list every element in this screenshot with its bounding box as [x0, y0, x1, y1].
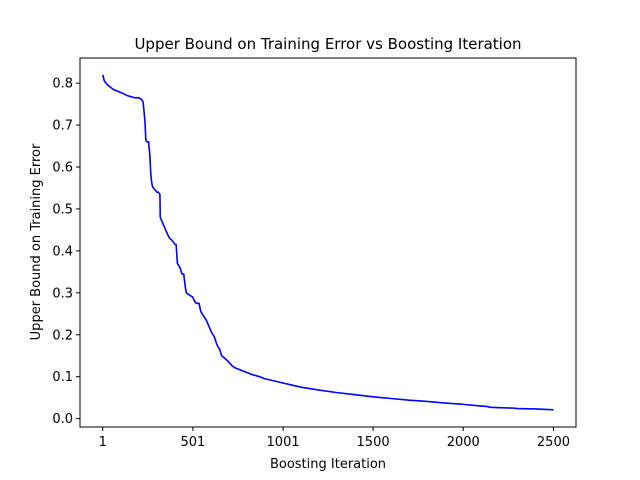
y-tick-label: 0.6	[52, 161, 73, 176]
y-tick-label: 0.8	[52, 77, 73, 92]
x-tick-label: 1001	[267, 435, 300, 450]
y-tick-label: 0.5	[52, 202, 73, 217]
ticks-layer: 1 501 1001 1500 2000 2500 0.0 0.1 0.2 0.3 0.4 0.5 0.…	[52, 77, 570, 450]
y-tick-label: 0.1	[52, 370, 73, 385]
y-tick-label: 0.3	[52, 286, 73, 301]
x-tick-label: 1500	[357, 435, 390, 450]
y-tick-label: 0.0	[52, 412, 73, 427]
plot-frame	[79, 57, 577, 428]
y-tick-label: 0.2	[52, 328, 73, 343]
y-axis-label: Upper Bound on Training Error	[29, 143, 44, 340]
y-tick-label: 0.7	[52, 119, 73, 134]
y-tick-label: 0.4	[52, 244, 73, 259]
x-tick-label: 2500	[537, 435, 570, 450]
x-tick-label: 2000	[447, 435, 480, 450]
series-line	[101, 74, 554, 411]
chart-title: Upper Bound on Training Error vs Boostin…	[134, 35, 521, 53]
x-tick-label: 1	[99, 435, 107, 450]
x-tick-label: 501	[180, 435, 205, 450]
x-axis-label: Boosting Iteration	[270, 457, 386, 472]
series-layer	[101, 74, 554, 411]
